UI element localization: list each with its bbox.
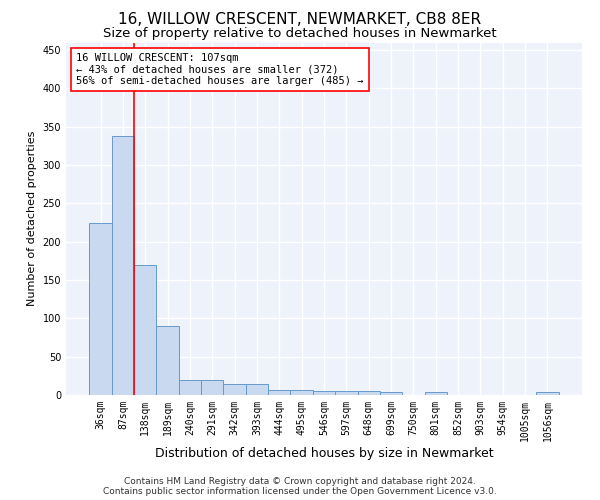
Bar bbox=[290, 390, 313, 395]
Bar bbox=[179, 380, 201, 395]
Bar bbox=[89, 222, 112, 395]
Bar bbox=[157, 326, 179, 395]
Y-axis label: Number of detached properties: Number of detached properties bbox=[27, 131, 37, 306]
Bar bbox=[536, 392, 559, 395]
Bar bbox=[313, 391, 335, 395]
Bar bbox=[223, 384, 246, 395]
Bar bbox=[134, 264, 157, 395]
Bar bbox=[380, 392, 402, 395]
Text: Contains HM Land Registry data © Crown copyright and database right 2024.: Contains HM Land Registry data © Crown c… bbox=[124, 477, 476, 486]
Bar bbox=[201, 380, 223, 395]
Bar bbox=[246, 384, 268, 395]
Text: Size of property relative to detached houses in Newmarket: Size of property relative to detached ho… bbox=[103, 28, 497, 40]
Bar bbox=[268, 390, 290, 395]
Bar bbox=[112, 136, 134, 395]
Text: 16, WILLOW CRESCENT, NEWMARKET, CB8 8ER: 16, WILLOW CRESCENT, NEWMARKET, CB8 8ER bbox=[118, 12, 482, 28]
Bar bbox=[425, 392, 447, 395]
Text: Contains public sector information licensed under the Open Government Licence v3: Contains public sector information licen… bbox=[103, 487, 497, 496]
X-axis label: Distribution of detached houses by size in Newmarket: Distribution of detached houses by size … bbox=[155, 446, 493, 460]
Bar bbox=[358, 391, 380, 395]
Text: 16 WILLOW CRESCENT: 107sqm
← 43% of detached houses are smaller (372)
56% of sem: 16 WILLOW CRESCENT: 107sqm ← 43% of deta… bbox=[76, 53, 364, 86]
Bar bbox=[335, 391, 358, 395]
